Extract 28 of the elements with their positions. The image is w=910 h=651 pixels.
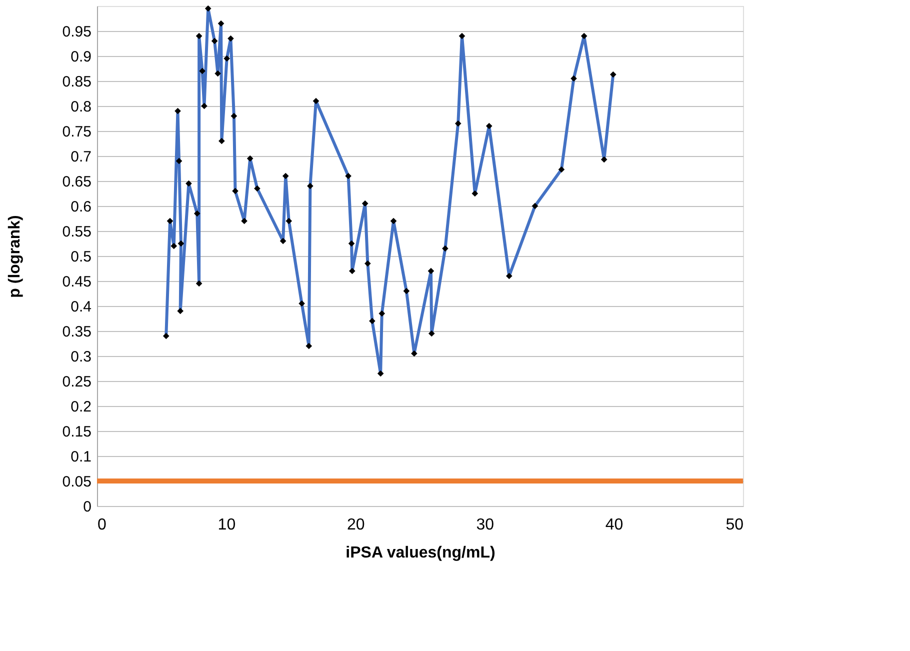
y-tick-label: 0.3 [70,348,92,366]
y-tick-label: 0.35 [62,324,92,340]
y-tick-label: 0.05 [62,474,92,490]
x-axis-title: iPSA values(ng/mL) [346,544,496,562]
y-tick-label: 0.5 [70,248,92,266]
y-tick-label: 0.75 [62,124,92,140]
y-tick-label: 0.95 [62,24,92,40]
y-tick-label: 0.9 [70,48,92,66]
y-tick-label: 0.7 [70,148,92,166]
y-tick-label: 0 [83,498,92,516]
y-tick-label: 0.6 [70,198,92,216]
y-axis-title: p (logrank) [6,215,24,298]
y-tick-label: 0.8 [70,98,92,116]
y-tick-label: 0.15 [62,424,92,440]
y-tick-label: 0.2 [70,398,92,416]
y-tick-label: 0.55 [62,224,92,240]
y-tick-label: 0.4 [70,298,92,316]
y-tick-label: 0.25 [62,374,92,390]
x-tick-label: 40 [605,516,624,534]
y-tick-label: 0.45 [62,274,92,290]
x-tick-label: 10 [218,516,236,534]
y-tick-label: 0.85 [62,74,92,90]
y-tick-label: 0.65 [62,174,92,190]
y-tick-label: 0.1 [70,448,92,466]
x-tick-label: 20 [347,516,365,534]
x-tick-label: 50 [726,516,744,534]
x-tick-label: 0 [98,516,106,534]
x-tick-label: 30 [476,516,494,534]
